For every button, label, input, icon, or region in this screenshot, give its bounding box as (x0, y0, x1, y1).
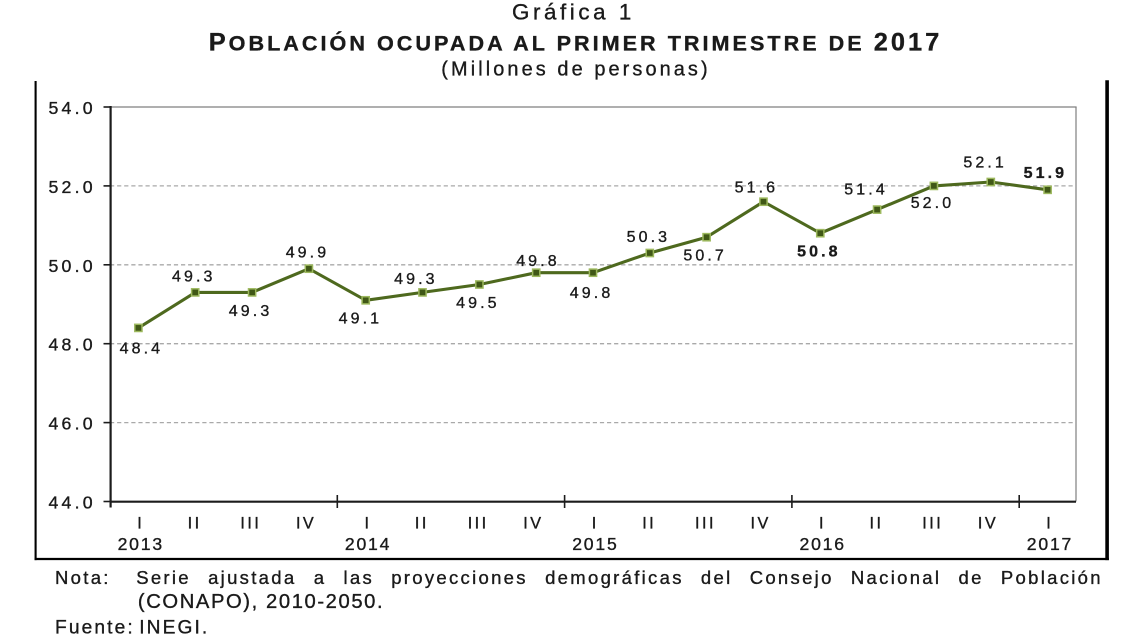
svg-text:II: II (415, 515, 429, 533)
svg-text:Nota:: Nota: (55, 567, 111, 588)
svg-text:Nacional: Nacional (851, 567, 941, 588)
svg-text:51.9: 51.9 (1024, 165, 1068, 182)
svg-text:POBLACIÓN OCUPADA AL PRIMER TR: POBLACIÓN OCUPADA AL PRIMER TRIMESTRE DE… (209, 28, 943, 56)
svg-text:50.8: 50.8 (797, 244, 841, 261)
svg-text:IV: IV (296, 515, 316, 533)
svg-text:Población: Población (1001, 567, 1103, 588)
svg-text:INEGI.: INEGI. (139, 617, 209, 638)
svg-text:IV: IV (523, 515, 543, 533)
svg-text:I: I (592, 515, 599, 533)
svg-text:IV: IV (978, 515, 998, 533)
svg-text:Serie: Serie (136, 567, 191, 588)
svg-text:II: II (642, 515, 656, 533)
svg-text:48.0: 48.0 (49, 335, 96, 355)
svg-text:del: del (701, 567, 733, 588)
svg-text:III: III (240, 515, 261, 533)
svg-text:Fuente:: Fuente: (55, 617, 135, 638)
svg-text:49.3: 49.3 (394, 271, 438, 288)
svg-text:proyecciones: proyecciones (391, 567, 528, 588)
svg-text:III: III (695, 515, 716, 533)
svg-text:I: I (819, 515, 826, 533)
svg-text:las: las (344, 567, 375, 588)
svg-text:52.1: 52.1 (963, 155, 1007, 172)
svg-text:2016: 2016 (800, 534, 846, 554)
svg-text:Gráfica 1: Gráfica 1 (512, 0, 635, 24)
svg-text:III: III (468, 515, 489, 533)
svg-text:I: I (365, 515, 372, 533)
svg-text:50.0: 50.0 (49, 256, 96, 276)
svg-text:52.0: 52.0 (911, 195, 955, 212)
svg-text:(Millones de personas): (Millones de personas) (441, 58, 710, 80)
svg-text:49.8: 49.8 (570, 285, 614, 302)
svg-text:Consejo: Consejo (750, 567, 834, 588)
svg-text:49.1: 49.1 (339, 311, 383, 328)
svg-text:2015: 2015 (572, 534, 618, 554)
svg-text:2013: 2013 (118, 534, 164, 554)
svg-text:I: I (137, 515, 144, 533)
svg-text:49.5: 49.5 (456, 295, 500, 312)
svg-text:50.3: 50.3 (627, 229, 671, 246)
svg-text:48.4: 48.4 (120, 341, 164, 358)
svg-text:a: a (314, 567, 327, 588)
svg-text:54.0: 54.0 (49, 98, 96, 118)
svg-text:(CONAPO), 2010-2050.: (CONAPO), 2010-2050. (138, 591, 384, 613)
svg-text:49.9: 49.9 (286, 245, 330, 262)
svg-text:49.3: 49.3 (229, 303, 273, 320)
svg-text:II: II (188, 515, 202, 533)
svg-text:2014: 2014 (345, 534, 391, 554)
svg-text:44.0: 44.0 (49, 493, 96, 513)
svg-text:51.4: 51.4 (844, 181, 888, 198)
svg-text:de: de (959, 567, 984, 588)
svg-text:46.0: 46.0 (49, 414, 96, 434)
svg-text:49.8: 49.8 (516, 253, 560, 270)
svg-text:III: III (922, 515, 943, 533)
svg-text:50.7: 50.7 (683, 248, 727, 265)
svg-text:51.6: 51.6 (735, 180, 779, 197)
svg-text:ajustada: ajustada (208, 567, 296, 588)
svg-text:49.3: 49.3 (172, 268, 216, 285)
svg-text:IV: IV (751, 515, 771, 533)
svg-text:I: I (1046, 515, 1053, 533)
svg-text:2017: 2017 (1027, 534, 1073, 554)
svg-text:52.0: 52.0 (49, 177, 96, 197)
svg-text:II: II (870, 515, 884, 533)
svg-text:demográficas: demográficas (545, 567, 684, 588)
